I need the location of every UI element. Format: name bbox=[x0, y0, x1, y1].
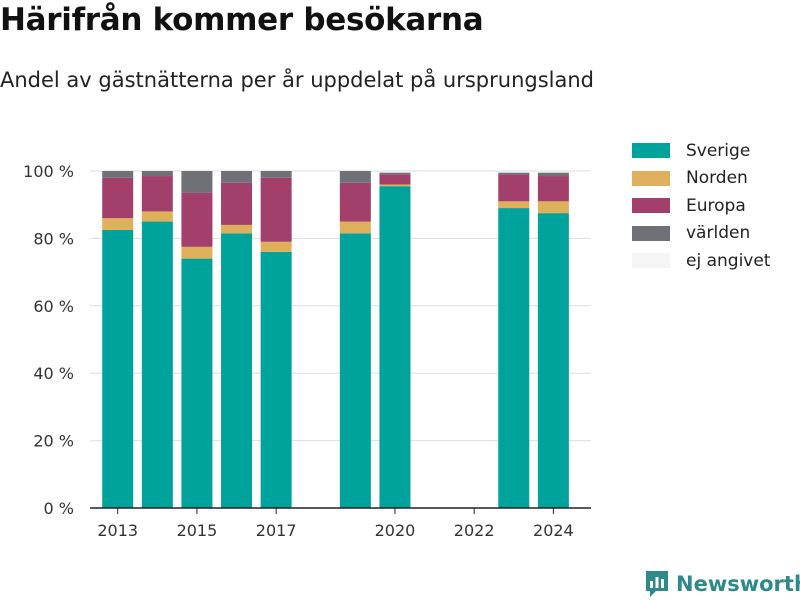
bar-segment bbox=[498, 208, 530, 508]
bar-segment bbox=[339, 233, 371, 508]
bar-segment bbox=[102, 171, 134, 178]
bar-segment bbox=[537, 213, 569, 508]
x-tick-label: 2013 bbox=[97, 521, 138, 540]
legend-swatch bbox=[632, 170, 670, 186]
legend-label: ej angivet bbox=[686, 250, 771, 271]
legend-label: Sverige bbox=[686, 140, 751, 161]
bar-segment bbox=[102, 177, 134, 219]
bar-segment bbox=[379, 174, 411, 185]
chart-subtitle: Andel av gästnätterna per år uppdelat på… bbox=[0, 68, 594, 92]
bar-segment bbox=[181, 171, 213, 193]
legend-item: Sverige bbox=[632, 137, 770, 165]
bar-segment bbox=[141, 176, 173, 212]
legend-item: ej angivet bbox=[632, 247, 770, 275]
chart-title: Härifrån kommer besökarna bbox=[0, 2, 484, 38]
brand-logo: Newsworthy bbox=[644, 569, 800, 599]
legend-label: världen bbox=[686, 223, 751, 244]
bar-segment bbox=[260, 241, 292, 252]
bar-segment bbox=[498, 172, 530, 175]
brand-name: Newsworthy bbox=[676, 572, 800, 596]
y-tick-label: 60 % bbox=[33, 297, 74, 316]
bar-segment bbox=[379, 172, 411, 175]
legend-label: Europa bbox=[686, 195, 746, 216]
bar-segment bbox=[181, 258, 213, 508]
bar-segment bbox=[339, 182, 371, 222]
bar-segment bbox=[221, 224, 253, 234]
y-tick-label: 20 % bbox=[33, 432, 74, 451]
bar-segment bbox=[339, 221, 371, 234]
bar-segment bbox=[141, 171, 173, 177]
x-tick-label: 2024 bbox=[533, 521, 574, 540]
bar-segment bbox=[537, 176, 569, 202]
bar-segment bbox=[537, 172, 569, 177]
legend-swatch bbox=[632, 225, 670, 241]
y-tick-label: 40 % bbox=[33, 364, 74, 383]
y-tick-label: 80 % bbox=[33, 229, 74, 248]
bar-segment bbox=[102, 218, 134, 230]
legend-swatch bbox=[632, 253, 670, 269]
legend-swatch bbox=[632, 198, 670, 214]
x-tick-label: 2020 bbox=[375, 521, 416, 540]
bar-segment bbox=[181, 192, 213, 247]
bar-segment bbox=[221, 171, 253, 183]
bar-segment bbox=[379, 186, 411, 509]
bar-segment bbox=[498, 201, 530, 209]
legend-swatch bbox=[632, 143, 670, 159]
chart-legend: Sverige Norden Europa världen ej angivet bbox=[632, 137, 770, 275]
y-tick-label: 0 % bbox=[44, 499, 74, 518]
legend-item: Norden bbox=[632, 165, 770, 193]
newsworthy-logo-icon bbox=[646, 571, 668, 597]
bar-segment bbox=[537, 201, 569, 214]
bar-segment bbox=[221, 233, 253, 508]
x-tick-label: 2022 bbox=[454, 521, 495, 540]
y-tick-label: 100 % bbox=[23, 162, 74, 181]
bar-segment bbox=[260, 177, 292, 242]
bar-segment bbox=[141, 221, 173, 509]
bar-segment bbox=[260, 171, 292, 178]
legend-label: Norden bbox=[686, 168, 748, 189]
x-tick-label: 2015 bbox=[177, 521, 218, 540]
legend-item: världen bbox=[632, 220, 770, 248]
bar-segment bbox=[141, 211, 173, 222]
bar-segment bbox=[260, 251, 292, 508]
bar-segment bbox=[379, 184, 411, 187]
bar-segment bbox=[181, 246, 213, 259]
legend-item: Europa bbox=[632, 192, 770, 220]
bar-segment bbox=[339, 171, 371, 183]
bar-segment bbox=[221, 182, 253, 225]
bar-segment bbox=[102, 229, 134, 508]
bar-segment bbox=[498, 174, 530, 202]
x-tick-label: 2017 bbox=[256, 521, 297, 540]
